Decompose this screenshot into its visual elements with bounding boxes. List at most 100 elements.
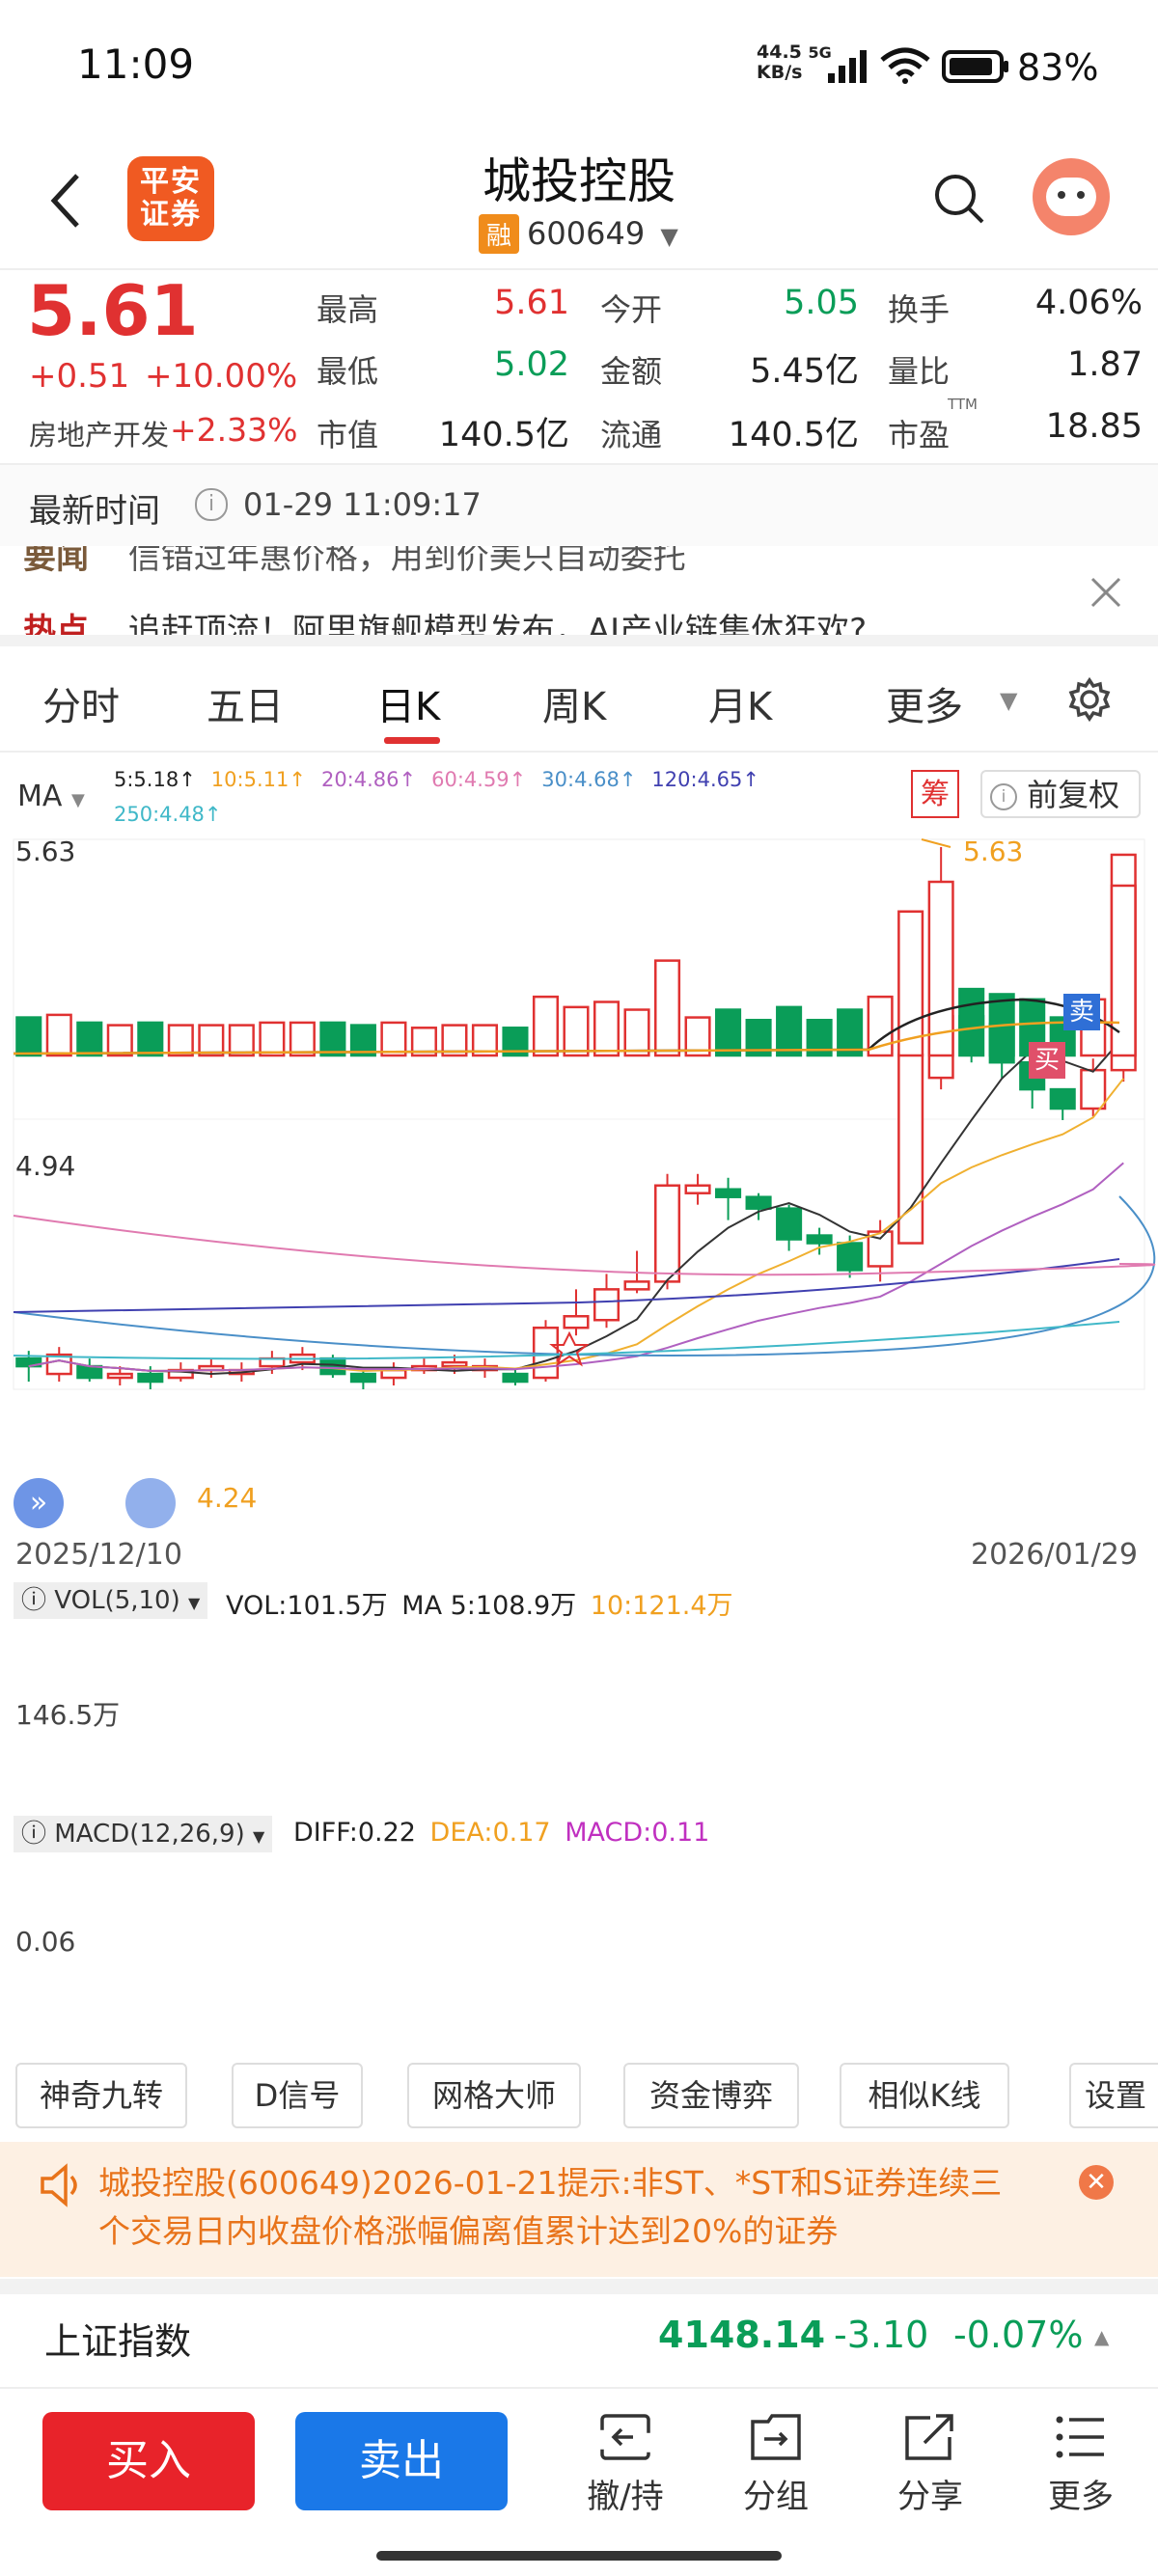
price-change-pct: +10.00% xyxy=(145,357,298,396)
candle-body xyxy=(441,1360,468,1368)
zoom-icon[interactable] xyxy=(125,1478,176,1528)
y-axis-low: 4.24 xyxy=(197,1482,258,1514)
sector-label[interactable]: 房地产开发 xyxy=(29,419,170,452)
tab-weekly-k[interactable]: 周K xyxy=(542,685,607,729)
ma250-line xyxy=(13,1321,1120,1360)
home-indicator[interactable] xyxy=(376,2551,782,2561)
broker-logo: 平安证券 xyxy=(127,156,214,241)
close-icon[interactable]: ✕ xyxy=(1079,2165,1114,2200)
menu-icon[interactable] xyxy=(1054,2414,1108,2460)
gear-icon[interactable] xyxy=(1067,677,1112,722)
candle-body xyxy=(593,1288,620,1322)
close-icon[interactable] xyxy=(1090,577,1121,608)
candle-body xyxy=(1080,1068,1107,1110)
chevron-up-icon[interactable]: ▲ xyxy=(1094,2325,1110,2348)
share-label[interactable]: 分享 xyxy=(897,2478,963,2516)
ticker-tag: 热点 xyxy=(23,612,89,635)
volume-bar xyxy=(319,1021,346,1057)
candle-body xyxy=(45,1353,72,1376)
chevron-down-icon: ▼ xyxy=(70,790,85,810)
ma-legend-item: 120:4.65↑ xyxy=(651,768,759,791)
low-label: 最低 xyxy=(317,353,379,390)
update-bar xyxy=(0,465,1158,546)
buy-button[interactable]: 买入 xyxy=(42,2412,255,2510)
high-label: 最高 xyxy=(317,291,379,328)
status-time: 11:09 xyxy=(77,41,195,88)
ma-selector[interactable]: MA ▼ xyxy=(17,780,85,813)
back-icon[interactable] xyxy=(46,172,85,230)
group-icon[interactable] xyxy=(749,2412,803,2462)
star-icon xyxy=(549,1330,590,1367)
candle-body xyxy=(502,1372,529,1384)
net-speed: 44.5 5G KB/s xyxy=(757,41,832,83)
cancel-hold-icon[interactable] xyxy=(598,2412,652,2462)
tab-more[interactable]: 更多 xyxy=(886,685,963,729)
news-ticker[interactable]: 要闻 信错过年惠价格，用到价美只自动委托 热点 追赶顶流！阿里旗舰模型发布，AI… xyxy=(0,546,1158,635)
capital-game-button[interactable]: 资金博弈 xyxy=(623,2063,799,2128)
candle-body xyxy=(563,1315,590,1329)
volume-bar xyxy=(259,1021,286,1057)
candle-body xyxy=(837,1242,864,1272)
volume-bar xyxy=(198,1024,225,1057)
tab-five-day[interactable]: 五日 xyxy=(207,685,284,729)
candle-body xyxy=(715,1188,742,1198)
vol-selector[interactable]: ⓘ VOL(5,10) ▼ xyxy=(14,1582,208,1619)
open-value: 5.05 xyxy=(784,284,859,322)
y-axis-mid: 4.94 xyxy=(15,1150,76,1182)
wifi-icon xyxy=(880,47,930,84)
candle-body xyxy=(137,1372,164,1384)
stock-code[interactable]: 融 600649 ▼ xyxy=(479,214,678,254)
ma30-line xyxy=(13,1195,1156,1357)
info-icon[interactable]: i xyxy=(195,488,228,521)
chevron-down-icon: ▼ xyxy=(188,1594,201,1612)
volume-bar xyxy=(167,1024,194,1057)
assistant-avatar-icon[interactable] xyxy=(1033,158,1110,235)
chip-distribution-button[interactable]: 筹 xyxy=(911,770,959,818)
tab-monthly-k[interactable]: 月K xyxy=(708,685,773,729)
pe-ttm-label: TTM xyxy=(948,396,979,413)
magic-nine-button[interactable]: 神奇九转 xyxy=(15,2063,187,2128)
chart-frame xyxy=(13,838,1145,1390)
grid-master-button[interactable]: 网格大师 xyxy=(407,2063,581,2128)
turnover-value: 4.06% xyxy=(1034,284,1143,322)
alert-banner[interactable]: 城投控股(600649)2026-01-21提示:非ST、*ST和S证券连续三个… xyxy=(0,2142,1158,2277)
divider xyxy=(0,635,1158,646)
group-label[interactable]: 分组 xyxy=(743,2478,809,2516)
volratio-label: 量比 xyxy=(888,353,951,390)
volume-bar xyxy=(897,910,924,1057)
share-icon[interactable] xyxy=(903,2412,957,2462)
pe-label: 市盈 xyxy=(888,417,951,453)
mktcap-label: 市值 xyxy=(317,417,379,453)
price-change: +0.51 xyxy=(29,357,130,396)
sell-button[interactable]: 卖出 xyxy=(295,2412,508,2510)
d-signal-button[interactable]: D信号 xyxy=(232,2063,363,2128)
cancel-hold-label[interactable]: 撤/持 xyxy=(587,2478,664,2516)
low-value: 5.02 xyxy=(494,345,569,384)
max-price-label: 5.63 xyxy=(963,836,1024,867)
index-name[interactable]: 上证指数 xyxy=(44,2320,192,2363)
kline-chart[interactable] xyxy=(0,830,1158,1534)
info-icon: ⓘ xyxy=(21,1820,47,1849)
volume-bar xyxy=(958,987,985,1057)
sell-marker[interactable]: 卖 xyxy=(1063,994,1100,1030)
tab-intraday[interactable]: 分时 xyxy=(42,685,120,729)
ma120-line xyxy=(13,1258,1120,1313)
alert-text: 城投控股(600649)2026-01-21提示:非ST、*ST和S证券连续三个… xyxy=(98,2164,1003,2250)
fuquan-button[interactable]: i 前复权 xyxy=(980,770,1141,818)
similar-k-button[interactable]: 相似K线 xyxy=(840,2063,1009,2128)
tab-daily-k[interactable]: 日K xyxy=(376,685,441,729)
settings-button[interactable]: 设置 xyxy=(1069,2063,1158,2128)
candle-body xyxy=(623,1280,650,1291)
buy-marker[interactable]: 买 xyxy=(1029,1042,1065,1079)
macd-selector[interactable]: ⓘ MACD(12,26,9) ▼ xyxy=(14,1816,273,1852)
volume-bar xyxy=(532,995,560,1057)
more-label[interactable]: 更多 xyxy=(1048,2478,1114,2516)
ma-legend-item: 250:4.48↑ xyxy=(114,803,222,826)
float-label: 流通 xyxy=(600,417,663,453)
divider xyxy=(0,751,1158,753)
chevron-down-icon: ▼ xyxy=(660,223,678,250)
divider xyxy=(0,2279,1158,2294)
expand-icon[interactable]: » xyxy=(14,1478,64,1528)
update-time: 01-29 11:09:17 xyxy=(243,486,482,523)
search-icon[interactable] xyxy=(932,172,986,226)
